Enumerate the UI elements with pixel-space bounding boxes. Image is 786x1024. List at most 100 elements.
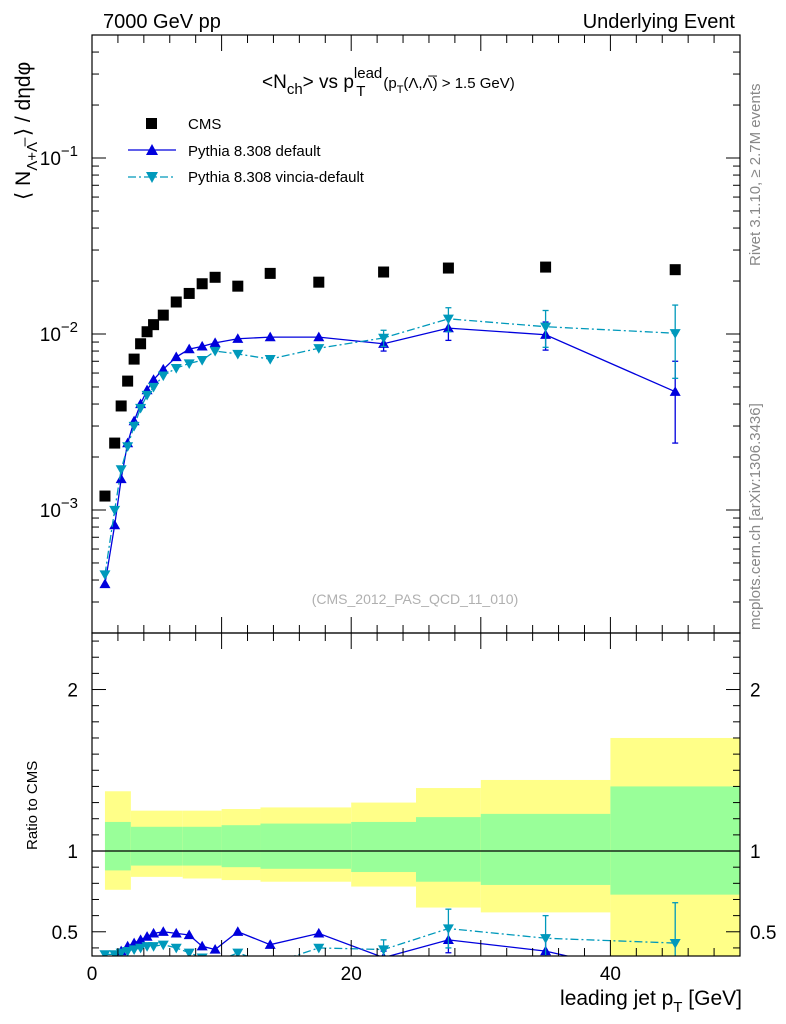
ratio-xlabel: leading jet pT [GeV] [560, 987, 742, 1016]
uncertainty-band-inner [480, 813, 611, 885]
uncertainty-band-inner [221, 825, 261, 868]
data-point [669, 386, 681, 396]
uncertainty-band-inner [260, 823, 352, 869]
data-point [115, 473, 127, 484]
data-point [115, 400, 127, 412]
ratio-y-tick-label-left: 2 [67, 681, 78, 702]
data-point [141, 390, 153, 401]
uncertainty-band-inner [182, 826, 222, 866]
ratio-point [170, 927, 182, 938]
data-point [264, 267, 276, 279]
ratio-point [157, 926, 169, 936]
legend-label-cms: CMS [188, 116, 221, 133]
data-point [157, 309, 169, 321]
x-tick-label: 0 [87, 964, 98, 985]
legend-marker-vincia [146, 172, 158, 183]
ratio-point [265, 960, 276, 970]
main-title: <Nch> vs plead T (pT(Λ,Λ̅) > 1.5 GeV) [262, 65, 515, 100]
data-point [196, 340, 208, 351]
data-point [99, 578, 111, 589]
data-point [209, 346, 221, 357]
series-line-2 [104, 318, 676, 575]
ratio-point [313, 943, 325, 954]
data-point [442, 314, 454, 325]
ratio-point [313, 927, 325, 938]
data-point [99, 570, 111, 580]
ratio-point [170, 943, 182, 954]
ratio-point [669, 938, 681, 949]
data-point [540, 322, 552, 333]
ratio-point [196, 953, 208, 956]
data-point [442, 262, 454, 274]
ratio-point [183, 948, 195, 956]
data-point [109, 519, 121, 530]
uncertainty-band-inner [104, 821, 131, 871]
data-point [157, 371, 169, 382]
legend-label-default: Pythia 8.308 default [188, 143, 321, 160]
y-tick-label: 10−3 [40, 495, 78, 522]
data-point [170, 351, 182, 362]
data-point [209, 271, 221, 283]
data-point [109, 505, 121, 516]
legend-entry-vincia: Pythia 8.308 vincia-default [128, 169, 365, 186]
data-point [148, 374, 160, 384]
data-point [313, 344, 325, 354]
ratio-line-1 [104, 927, 676, 956]
analysis-watermark: (CMS_2012_PAS_QCD_11_010) [312, 591, 519, 607]
data-point [122, 375, 134, 387]
data-point [209, 337, 221, 348]
legend-marker-default [146, 144, 158, 155]
ratio-point [183, 929, 195, 940]
uncertainty-band-inner [416, 817, 481, 882]
ratio-panel-frame [91, 632, 741, 957]
ratio-point [148, 942, 160, 952]
data-point [99, 490, 111, 502]
legend-entry-default: Pythia 8.308 default [128, 143, 321, 160]
ratio-point [232, 926, 244, 936]
header-left: 7000 GeV pp [103, 11, 221, 33]
ratio-point [209, 944, 221, 954]
data-point [128, 353, 140, 365]
ratio-point [670, 975, 681, 985]
data-point [115, 465, 127, 475]
data-point [135, 338, 147, 350]
uncertainty-band-inner [351, 821, 416, 873]
ratio-point [157, 940, 169, 951]
data-point [378, 333, 390, 344]
data-point [264, 331, 276, 342]
rivet-label: Rivet 3.1.10, ≥ 2.7M events [747, 84, 764, 267]
data-point [170, 296, 182, 308]
data-point [232, 333, 244, 343]
data-point [183, 287, 195, 299]
uncertainty-band-inner [130, 826, 183, 866]
main-ylabel: ⟨ NΛ+Λ̅ ⟩ / dηdφ [12, 62, 41, 200]
data-point [669, 329, 681, 339]
legend-marker-cms [146, 118, 157, 129]
data-point [141, 326, 153, 338]
ratio-point [540, 934, 552, 944]
x-tick-label: 40 [600, 964, 621, 985]
data-point [313, 276, 325, 288]
ratio-point [232, 948, 244, 956]
ratio-y-tick-label-right: 1 [750, 842, 761, 863]
data-point [540, 261, 552, 273]
ratio-point [135, 943, 147, 954]
legend-entry-cms: CMS [146, 116, 221, 133]
data-point [128, 421, 140, 432]
ratio-y-tick-label-left: 0.5 [52, 923, 78, 944]
data-point [232, 349, 244, 360]
series-line-1 [104, 327, 676, 585]
data-point [264, 354, 276, 365]
x-tick-label: 20 [341, 964, 362, 985]
y-tick-label: 10−2 [40, 319, 78, 346]
ratio-panel: 0.5 0.51 12 20 20 40 Ratio to CMS leading jet… [24, 632, 776, 1016]
legend-label-vincia: Pythia 8.308 vincia-default [188, 169, 365, 186]
data-point [109, 437, 121, 449]
ratio-y-tick-label-right: 2 [750, 681, 761, 702]
data-point [378, 266, 390, 278]
ratio-point [264, 939, 276, 949]
mcplots-label: mcplots.cern.ch [arXiv:1306.3436] [747, 403, 764, 630]
y-tick-label: 10−1 [40, 143, 78, 170]
ratio-point [196, 940, 208, 951]
